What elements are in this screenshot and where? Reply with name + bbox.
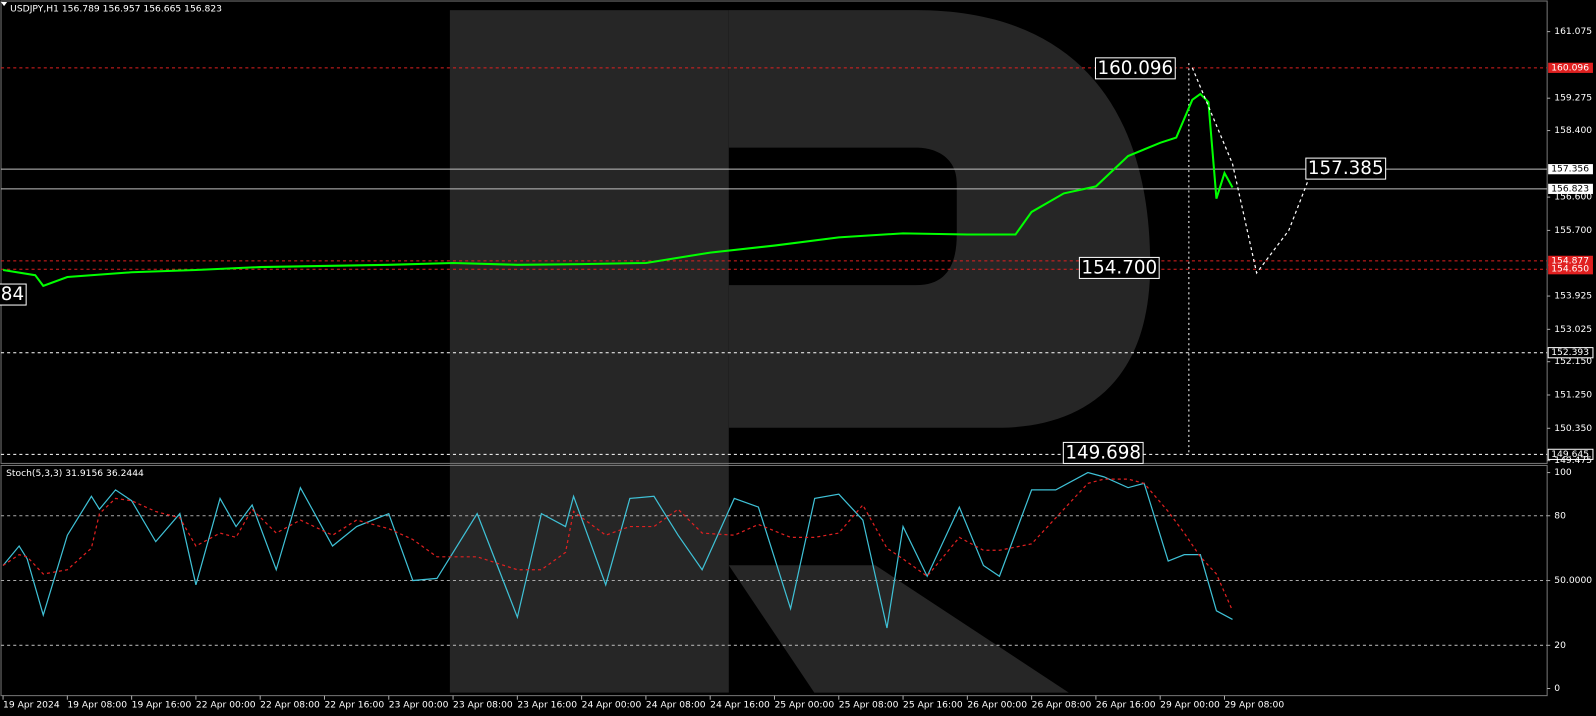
x-tick-label: 22 Apr 08:00 [260, 699, 320, 710]
level-label: 154.650 [1551, 264, 1589, 275]
annotation: 160.096 [1098, 58, 1174, 79]
level-label: 154.877 [1551, 255, 1589, 266]
x-tick-label: 22 Apr 16:00 [324, 699, 384, 710]
x-tick-label: 23 Apr 00:00 [389, 699, 449, 710]
y-tick-label: 149.475 [1554, 455, 1592, 466]
price-frame [0, 0, 1548, 464]
y-tick-label: 153.025 [1554, 324, 1592, 335]
x-tick-label: 22 Apr 00:00 [196, 699, 256, 710]
menu-arrow [1, 2, 8, 7]
level-label-bg [1548, 183, 1593, 194]
level-label-bg [1548, 255, 1593, 266]
watermark [449, 10, 1151, 693]
annotation-box [1094, 57, 1176, 80]
stoch-title: Stoch(5,3,3) 31.9156 36.2444 [6, 468, 144, 479]
x-tick-label: 23 Apr 16:00 [517, 699, 577, 710]
x-tick-label: 26 Apr 00:00 [967, 699, 1027, 710]
x-tick-label: 24 Apr 16:00 [710, 699, 770, 710]
y-tick-label: 161.075 [1554, 26, 1592, 37]
y-tick-label: 50.0000 [1554, 575, 1592, 586]
y-tick-label: 151.250 [1554, 389, 1592, 400]
series-line [2, 478, 1234, 612]
level-label: 160.096 [1551, 62, 1589, 73]
x-tick-label: 26 Apr 16:00 [1096, 699, 1156, 710]
y-tick-label: 20 [1554, 640, 1566, 651]
level-label: 157.356 [1551, 164, 1589, 175]
x-tick-label: 24 Apr 08:00 [646, 699, 706, 710]
annotation-box [1078, 256, 1160, 279]
level-label-bg [1547, 448, 1594, 460]
x-tick-label: 29 Apr 00:00 [1160, 699, 1220, 710]
y-tick-label: 155.700 [1554, 225, 1592, 236]
y-tick-label: 153.925 [1554, 291, 1592, 302]
annotation-box [0, 283, 27, 306]
y-tick-label: 152.150 [1554, 356, 1592, 367]
x-tick-label: 25 Apr 00:00 [774, 699, 834, 710]
x-tick-label: 19 Apr 08:00 [67, 699, 127, 710]
level-label: 149.645 [1551, 449, 1589, 460]
chart-title: USDJPY,H1 156.789 156.957 156.665 156.82… [10, 4, 222, 15]
annotation: 157.385 [1308, 158, 1384, 179]
series-line [2, 92, 1234, 288]
y-tick-label: 80 [1554, 510, 1566, 521]
y-tick-label: 150.350 [1554, 423, 1592, 434]
x-tick-label: 25 Apr 08:00 [839, 699, 899, 710]
annotation-box [1062, 441, 1144, 464]
series-line [2, 471, 1233, 629]
x-tick-label: 26 Apr 08:00 [1032, 699, 1092, 710]
x-tick-label: 25 Apr 16:00 [903, 699, 963, 710]
level-label-bg [1548, 264, 1593, 275]
annotation: 84 [1, 284, 24, 305]
x-tick-label: 19 Apr 2024 [3, 699, 60, 710]
x-tick-label: 23 Apr 08:00 [453, 699, 513, 710]
annotation: 149.698 [1065, 442, 1141, 463]
annotation: 154.700 [1081, 257, 1157, 278]
level-label-bg [1548, 62, 1593, 73]
x-tick-label: 24 Apr 00:00 [582, 699, 642, 710]
y-tick-label: 159.275 [1554, 93, 1592, 104]
level-label-bg [1548, 164, 1593, 175]
level-label: 152.393 [1551, 347, 1589, 358]
x-tick-label: 19 Apr 16:00 [132, 699, 192, 710]
level-label-bg [1547, 347, 1594, 359]
annotation-box [1305, 157, 1387, 180]
y-tick-label: 156.600 [1554, 192, 1592, 203]
level-label: 156.823 [1551, 183, 1589, 194]
y-tick-label: 0 [1554, 683, 1560, 694]
y-tick-label: 100 [1554, 467, 1572, 478]
x-tick-label: 29 Apr 08:00 [1224, 699, 1284, 710]
series-line [1191, 67, 1314, 275]
y-tick-label: 158.400 [1554, 125, 1592, 136]
